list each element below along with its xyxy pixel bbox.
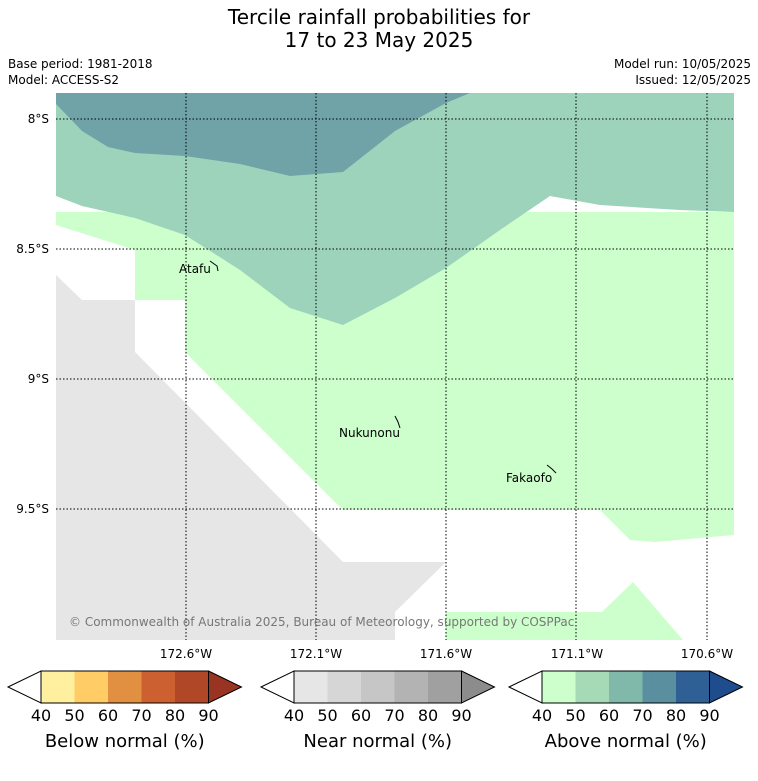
lat-label-8-5s: 8.5°S [16, 242, 49, 256]
lon-label-170-6w: 170.6°W [681, 647, 733, 661]
colorbar-below-outline [40, 670, 209, 704]
colorbar-below-upper-extend [208, 670, 243, 704]
colorbar-near-tick-label: 90 [451, 706, 471, 725]
base-period: Base period: 1981-2018 [8, 57, 153, 71]
fakaofo-island [546, 464, 557, 474]
colorbar-near-segment [327, 671, 361, 703]
colorbar-below-segment [141, 671, 175, 703]
colorbar-below-segment [41, 671, 75, 703]
colorbar-near-normal: 40 50 60 70 80 90 Near normal (%) [259, 670, 496, 752]
colorbar-near-tick-label: 70 [384, 706, 404, 725]
colorbar-near-tick-label: 50 [317, 706, 337, 725]
lat-label-9-5s: 9.5°S [16, 502, 49, 516]
lat-label-9s: 9°S [28, 372, 49, 386]
title-line-1: Tercile rainfall probabilities for [227, 5, 531, 29]
colorbar-below-title: Below normal (%) [45, 731, 205, 752]
lon-label-172-6w: 172.6°W [160, 647, 212, 661]
place-atafu: Atafu [179, 262, 211, 276]
lon-label-171-1w: 171.1°W [551, 647, 603, 661]
colorbar-near-upper-extend [461, 670, 496, 704]
colorbar-below-segment [74, 671, 108, 703]
colorbar-near-segment [428, 671, 462, 703]
colorbar-below-normal: 40 50 60 70 80 90 Below normal (%) [6, 670, 243, 752]
colorbar-above-upper-extend [709, 670, 744, 704]
colorbar-near-segment [361, 671, 395, 703]
lat-label-8s: 8°S [28, 112, 49, 126]
colorbar-above-title: Above normal (%) [545, 731, 707, 752]
colorbar-above-tick-label: 40 [532, 706, 552, 725]
colorbar-near-segment [294, 671, 328, 703]
colorbar-below-tick-label: 70 [131, 706, 151, 725]
place-nukunonu: Nukunonu [339, 426, 400, 440]
colorbar-below-segment [175, 671, 209, 703]
colorbar-below-tick-label: 50 [64, 706, 84, 725]
colorbar-above-tick-label: 80 [666, 706, 686, 725]
colorbar-above-tick-label: 50 [565, 706, 585, 725]
colorbar-above-normal: 40 50 60 70 80 90 Above normal (%) [507, 670, 744, 752]
colorbar-below-tick-label: 60 [98, 706, 118, 725]
colorbar-above-segment [542, 671, 576, 703]
colorbar-below-tick-label: 90 [198, 706, 218, 725]
lon-label-171-6w: 171.6°W [420, 647, 472, 661]
above-70-region [56, 93, 470, 176]
colorbar-above-tick-label: 90 [699, 706, 719, 725]
colorbar-below-tick-label: 40 [31, 706, 51, 725]
colorbar-above-lower-extend [507, 670, 543, 704]
above-50-region [56, 212, 734, 542]
colorbar-above-outline [541, 670, 710, 704]
colorbar-below-tick-label: 80 [165, 706, 185, 725]
colorbar-above-segment [575, 671, 609, 703]
colorbar-near-tick-label: 80 [418, 706, 438, 725]
colorbar-above-tick-label: 60 [599, 706, 619, 725]
no-data-region [56, 275, 446, 640]
colorbar-near-title: Near normal (%) [303, 731, 452, 752]
title-line-2: 17 to 23 May 2025 [284, 28, 474, 52]
map-panel: Atafu Nukunonu Fakaofo © Commonwealth of… [56, 93, 734, 640]
colorbar-near-segment [394, 671, 428, 703]
nukunonu-island [394, 415, 401, 429]
model-name: Model: ACCESS-S2 [8, 73, 120, 87]
issued-date: Issued: 12/05/2025 [635, 73, 751, 87]
colorbar-above-tick-label: 70 [632, 706, 652, 725]
atafu-island [209, 260, 219, 272]
gridlines [56, 93, 734, 640]
above-50-region-south [446, 582, 683, 640]
islands [209, 260, 557, 474]
lon-label-172-1w: 172.1°W [290, 647, 342, 661]
colorbar-above-segment [609, 671, 643, 703]
colorbar-near-tick-label: 60 [351, 706, 371, 725]
colorbar-near-lower-extend [259, 670, 295, 704]
colorbar-above-segment [676, 671, 710, 703]
place-fakaofo: Fakaofo [506, 471, 552, 485]
colorbar-below-lower-extend [6, 670, 42, 704]
copyright-notice: © Commonwealth of Australia 2025, Bureau… [69, 615, 574, 629]
colorbar-above-segment [642, 671, 676, 703]
colorbar-below-segment [108, 671, 142, 703]
colorbar-near-tick-label: 40 [284, 706, 304, 725]
model-run: Model run: 10/05/2025 [613, 57, 751, 71]
colorbar-near-outline [293, 670, 462, 704]
